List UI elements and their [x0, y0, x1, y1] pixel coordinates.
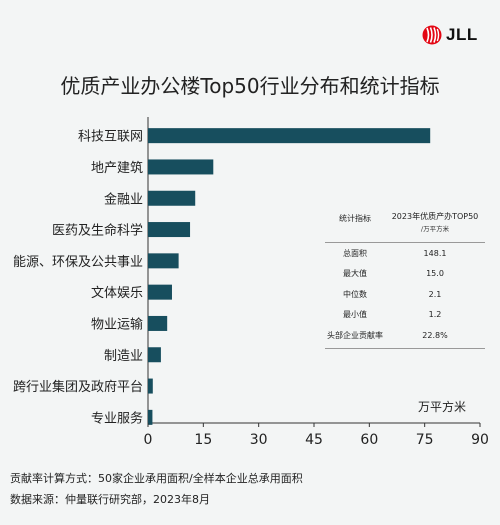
unit-label: 万平方米 — [418, 400, 467, 414]
bar — [148, 159, 214, 175]
bar — [148, 222, 191, 238]
category-label: 物业运输 — [91, 316, 143, 332]
category-label: 专业服务 — [91, 410, 143, 426]
bar — [148, 378, 153, 394]
bar — [148, 284, 172, 300]
stats-header: 统计指标 2023年优质产办TOP50 /万平方米 — [325, 210, 485, 243]
category-label: 能源、环保及公共事业 — [13, 255, 143, 270]
stats-label: 中位数 — [343, 289, 367, 299]
footnote-source: 数据来源：仲量联行研究部，2023年8月 — [10, 493, 210, 506]
category-label: 制造业 — [104, 349, 143, 364]
category-label: 跨行业集团及政府平台 — [13, 379, 143, 395]
stats-value: 22.8% — [422, 330, 448, 340]
stats-row-median: 中位数 2.1 — [325, 284, 485, 305]
stats-table: 统计指标 2023年优质产办TOP50 /万平方米 总面积 148.1 最大值 … — [325, 210, 485, 349]
jll-logo-icon — [422, 25, 442, 45]
x-tick-label: 75 — [416, 432, 434, 448]
stats-label: 最大值 — [343, 269, 367, 279]
bar — [148, 253, 179, 269]
category-label: 文体娱乐 — [91, 286, 143, 301]
stats-row-total: 总面积 148.1 — [325, 243, 485, 264]
stats-header-metric: 统计指标 — [339, 214, 371, 223]
stats-row-top-share: 头部企业贡献率 22.8% — [325, 325, 485, 346]
category-label: 金融业 — [104, 191, 143, 207]
chart-title: 优质产业办公楼Top50行业分布和统计指标 — [60, 74, 440, 98]
x-tick-label: 30 — [250, 432, 268, 448]
x-tick-label: 0 — [144, 432, 153, 448]
bar — [148, 409, 153, 425]
brand-name: JLL — [446, 25, 478, 44]
x-tick-label: 60 — [360, 432, 378, 448]
stats-row-max: 最大值 15.0 — [325, 264, 485, 285]
x-tick-label: 15 — [194, 432, 212, 448]
category-label: 医药及生命科学 — [52, 223, 143, 239]
stats-header-value-title: 2023年优质产办TOP50 — [391, 212, 479, 221]
stats-value: 148.1 — [423, 248, 447, 258]
stats-label: 总面积 — [343, 248, 367, 258]
stats-header-value-unit: /万平方米 — [420, 225, 450, 233]
stats-label: 头部企业贡献率 — [327, 330, 383, 340]
stats-label: 最小值 — [343, 310, 367, 320]
stats-header-value: 2023年优质产办TOP50 /万平方米 — [385, 210, 485, 236]
stats-value: 15.0 — [426, 269, 444, 279]
x-tick-label: 45 — [305, 432, 323, 448]
bar — [148, 347, 161, 363]
bar — [148, 128, 431, 144]
brand-logo: JLL — [422, 25, 478, 45]
x-tick-label: 90 — [471, 432, 489, 448]
stats-bottom-rule — [325, 347, 485, 349]
bar — [148, 190, 196, 206]
category-label: 地产建筑 — [91, 160, 143, 176]
stats-value: 1.2 — [428, 310, 442, 320]
stats-row-min: 最小值 1.2 — [325, 305, 485, 326]
footnote-formula: 贡献率计算方式：50家企业承用面积/全样本企业总承用面积 — [10, 472, 303, 485]
stats-value: 2.1 — [428, 289, 442, 299]
category-label: 科技互联网 — [78, 130, 143, 145]
bar — [148, 315, 168, 331]
